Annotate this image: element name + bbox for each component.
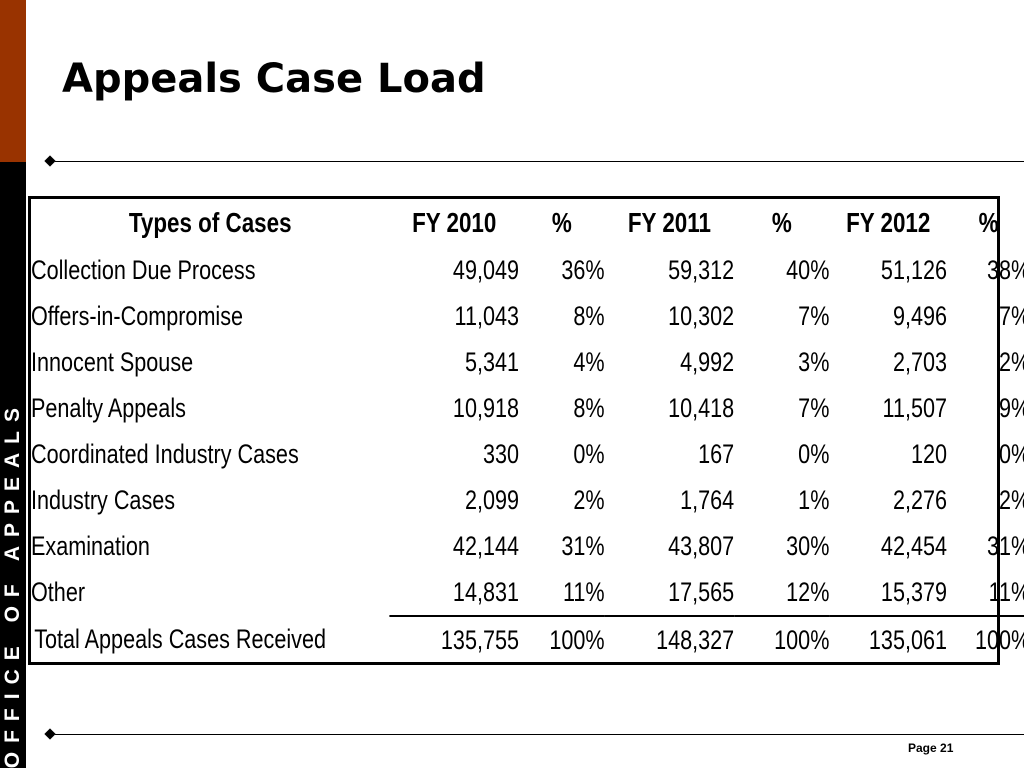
fy2011-pct: 12%: [786, 576, 830, 607]
fy2011-count: 4,992: [680, 346, 735, 377]
fy2012-pct: 2%: [998, 346, 1024, 377]
fy2012-pct: 0%: [998, 438, 1024, 469]
total-fy2012-pct: 100%: [947, 615, 1024, 663]
fy2011-pct: 40%: [786, 254, 830, 285]
fy2011-pct: 30%: [786, 530, 830, 561]
slide-title: Appeals Case Load: [62, 56, 486, 102]
fy2011-pct: 3%: [798, 346, 830, 377]
fy2010-pct: 2%: [573, 484, 605, 515]
total-fy2011-pct: 100%: [734, 615, 830, 663]
fy2011-count: 10,302: [668, 300, 735, 331]
top-divider: [55, 161, 1024, 162]
fy2012-count: 15,379: [880, 576, 947, 607]
fy2011-count: 59,312: [668, 254, 735, 285]
fy2012-count: 2,703: [892, 346, 947, 377]
header-types-of-cases: Types of Cases: [128, 207, 292, 238]
case-type: Collection Due Process: [31, 254, 256, 285]
fy2012-count: 51,126: [880, 254, 947, 285]
fy2011-pct: 7%: [798, 392, 830, 423]
fy2010-count: 14,831: [452, 576, 519, 607]
fy2011-pct: 7%: [798, 300, 830, 331]
case-type: Innocent Spouse: [31, 346, 194, 377]
fy2012-pct: 38%: [986, 254, 1024, 285]
total-fy2010-count: 135,755: [389, 615, 519, 663]
case-load-table-frame: Types of Cases FY 2010 % FY 2011 % FY 20…: [28, 196, 1024, 665]
total-fy2010-pct: 100%: [519, 615, 605, 663]
header-pct-2012: %: [978, 207, 999, 238]
fy2010-pct: 4%: [573, 346, 605, 377]
header-fy2010: FY 2010: [412, 207, 497, 238]
header-fy2011: FY 2011: [627, 207, 711, 238]
table-row: Offers-in-Compromise 11,043 8% 10,302 7%…: [31, 293, 1024, 339]
fy2010-pct: 36%: [561, 254, 605, 285]
case-type: Penalty Appeals: [31, 392, 186, 423]
header-fy2012: FY 2012: [846, 207, 931, 238]
fy2010-pct: 0%: [573, 438, 605, 469]
fy2011-count: 1,764: [680, 484, 735, 515]
fy2010-count: 5,341: [464, 346, 519, 377]
fy2010-count: 2,099: [464, 484, 519, 515]
total-label: Total Appeals Cases Received: [34, 624, 326, 654]
table-row: Other 14,831 11% 17,565 12% 15,379 11%: [31, 569, 1024, 616]
fy2010-count: 49,049: [452, 254, 519, 285]
table-row: Coordinated Industry Cases 330 0% 167 0%…: [31, 431, 1024, 477]
header-pct-2011: %: [771, 207, 792, 238]
fy2012-pct: 2%: [998, 484, 1024, 515]
fy2010-pct: 11%: [562, 576, 605, 607]
case-type: Examination: [31, 530, 150, 561]
sidebar-label-container: OFFICE OF APPEALS: [0, 162, 26, 768]
total-fy2011-count: 148,327: [604, 615, 735, 663]
fy2012-pct: 7%: [998, 300, 1024, 331]
fy2012-pct: 11%: [988, 576, 1024, 607]
fy2012-count: 2,276: [892, 484, 947, 515]
fy2012-count: 9,496: [892, 300, 947, 331]
total-row: Total Appeals Cases Received 135,755 100…: [31, 615, 1024, 663]
case-type: Other: [31, 577, 86, 607]
fy2010-count: 11,043: [454, 300, 519, 331]
total-fy2012-count: 135,061: [829, 615, 947, 663]
fy2010-pct: 31%: [561, 530, 605, 561]
fy2011-count: 10,418: [668, 392, 735, 423]
fy2010-pct: 8%: [573, 392, 605, 423]
fy2012-pct: 9%: [998, 392, 1024, 423]
table-row: Industry Cases 2,099 2% 1,764 1% 2,276 2…: [31, 477, 1024, 523]
bottom-divider: [55, 734, 1024, 735]
case-type: Industry Cases: [31, 484, 176, 515]
fy2011-count: 17,565: [668, 576, 735, 607]
fy2012-count: 120: [910, 438, 947, 469]
table-header-row: Types of Cases FY 2010 % FY 2011 % FY 20…: [31, 199, 1024, 247]
fy2011-count: 43,807: [668, 530, 735, 561]
fy2012-count: 42,454: [880, 530, 947, 561]
header-pct-2010: %: [551, 207, 572, 238]
case-type: Coordinated Industry Cases: [31, 438, 299, 469]
fy2012-pct: 31%: [986, 530, 1024, 561]
sidebar-accent-top: [0, 0, 26, 162]
diamond-bullet-icon: [44, 728, 56, 740]
sidebar-bar: [0, 162, 26, 768]
table-row: Innocent Spouse 5,341 4% 4,992 3% 2,703 …: [31, 339, 1024, 385]
fy2010-pct: 8%: [573, 300, 605, 331]
fy2010-count: 330: [482, 438, 519, 469]
case-type: Offers-in-Compromise: [31, 300, 244, 331]
fy2010-count: 42,144: [452, 530, 519, 561]
diamond-bullet-icon: [44, 155, 56, 167]
table-row: Examination 42,144 31% 43,807 30% 42,454…: [31, 523, 1024, 569]
fy2011-pct: 1%: [798, 484, 830, 515]
table-row: Penalty Appeals 10,918 8% 10,418 7% 11,5…: [31, 385, 1024, 431]
fy2012-count: 11,507: [882, 392, 947, 423]
case-load-table: Types of Cases FY 2010 % FY 2011 % FY 20…: [31, 199, 1024, 663]
page-number: Page 21: [908, 741, 954, 755]
fy2010-count: 10,918: [452, 392, 519, 423]
table-row: Collection Due Process 49,049 36% 59,312…: [31, 247, 1024, 293]
sidebar-label: OFFICE OF APPEALS: [1, 398, 24, 768]
fy2011-pct: 0%: [798, 438, 830, 469]
fy2011-count: 167: [698, 438, 735, 469]
